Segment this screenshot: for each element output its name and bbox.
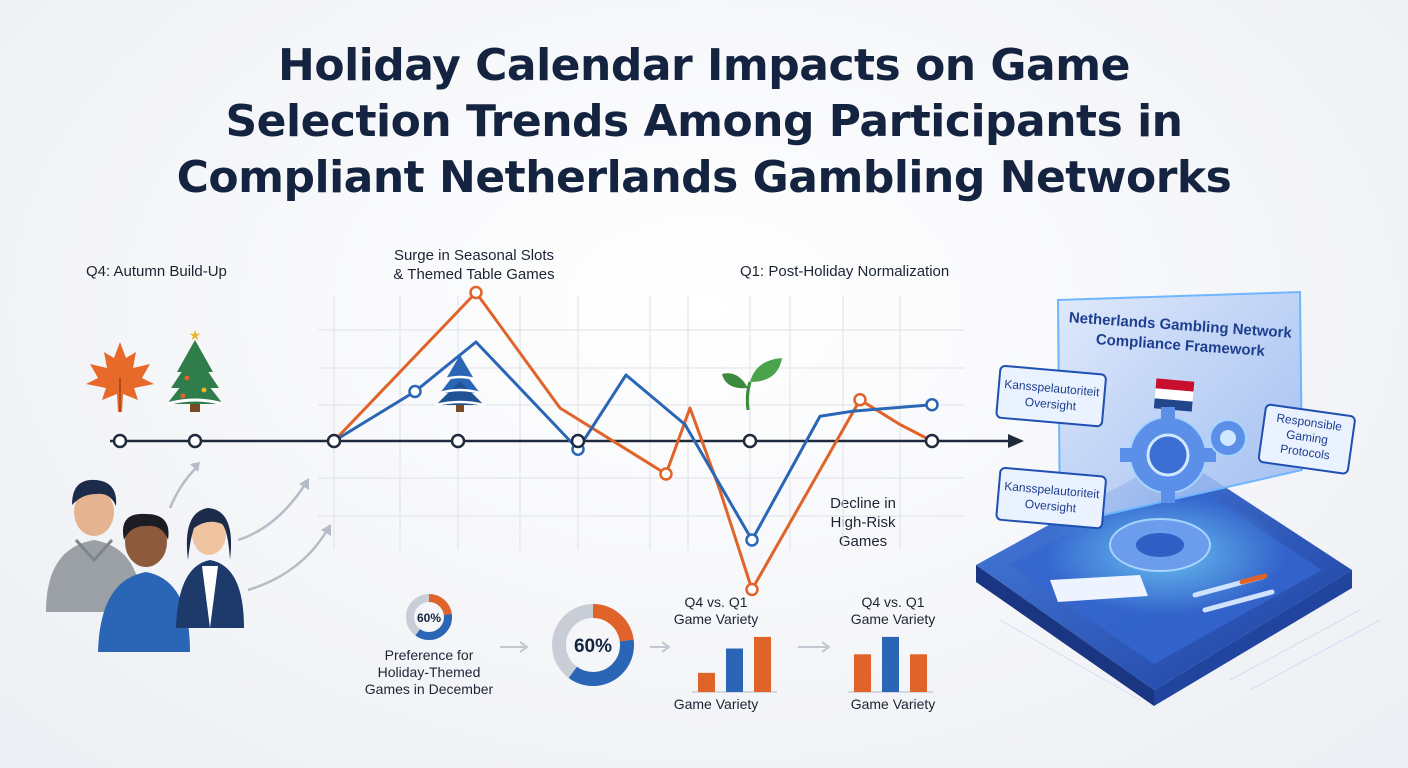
timeline-node bbox=[187, 433, 203, 449]
donut-large-value: 60% bbox=[574, 636, 612, 657]
decline-label-line-1: Decline in bbox=[830, 495, 896, 512]
series-1-point bbox=[745, 582, 759, 597]
arrow-to-node-2 bbox=[168, 467, 197, 509]
bar-chart-2-bar bbox=[882, 636, 899, 692]
card-2-line-2: Gaming bbox=[1285, 427, 1329, 447]
people-arrows bbox=[168, 462, 331, 592]
surge-label: Surge in Seasonal Slots & Themed Table G… bbox=[374, 246, 574, 284]
bar-chart-2-caption: Game Variety bbox=[850, 696, 936, 712]
timeline-node bbox=[326, 433, 342, 449]
bar-chart-1-bar bbox=[754, 636, 771, 692]
card-3-line-2: Oversight bbox=[1024, 497, 1077, 515]
card-1-line-2: Oversight bbox=[1024, 395, 1077, 413]
bar-chart-2-title-line-2: Game Variety bbox=[850, 611, 936, 627]
panel-card-responsible-gaming: Responsible Gaming Protocols bbox=[1257, 403, 1356, 475]
series-1-point bbox=[853, 393, 867, 407]
platform-side-right bbox=[1154, 570, 1352, 706]
arrow-to-node-3b bbox=[247, 531, 328, 592]
maple-leaf-icon bbox=[86, 342, 154, 412]
donut-large-value-arc bbox=[552, 604, 634, 686]
donut-small-caption-line-1: Preference for bbox=[384, 647, 474, 663]
donut-small-value: 60% bbox=[417, 611, 441, 625]
person-navy-blazer bbox=[176, 508, 244, 628]
gear-icon bbox=[1120, 407, 1216, 503]
title-line-3: Compliant Netherlands Gambling Networks bbox=[176, 152, 1232, 203]
bar-chart-1-title: Q4 vs. Q1 Game Variety bbox=[666, 594, 766, 628]
sprout-icon bbox=[722, 358, 782, 411]
surge-label-line-1: Surge in Seasonal Slots bbox=[393, 247, 555, 264]
bar-chart-2-title: Q4 vs. Q1 Game Variety bbox=[843, 594, 943, 628]
panel-card-oversight-2: Kansspelautoriteit Oversight bbox=[995, 466, 1107, 530]
series-line-2 bbox=[333, 340, 933, 542]
timeline-node bbox=[112, 433, 128, 449]
chart-grid bbox=[318, 296, 965, 550]
platform-input-box bbox=[1050, 575, 1148, 602]
bar-chart-1-title-line-1: Q4 vs. Q1 bbox=[684, 594, 748, 610]
bar-chart-1-title-line-2: Game Variety bbox=[673, 611, 759, 627]
timeline-arrowhead bbox=[1008, 434, 1024, 448]
title-line-2: Selection Trends Among Participants in bbox=[225, 96, 1183, 147]
page-title: Holiday Calendar Impacts on Game Selecti… bbox=[0, 38, 1408, 206]
donut-small-caption: Preference for Holiday-Themed Games in D… bbox=[344, 647, 514, 698]
title-line-1: Holiday Calendar Impacts on Game bbox=[278, 40, 1130, 91]
timeline-node bbox=[570, 433, 586, 449]
bar-chart-2-bar bbox=[854, 654, 871, 692]
svg-text:★: ★ bbox=[189, 328, 202, 344]
bar-chart-1-caption: Game Variety bbox=[673, 696, 759, 712]
flow-arrow-2 bbox=[650, 641, 671, 653]
series-1-point bbox=[469, 285, 483, 300]
surge-label-line-2: & Themed Table Games bbox=[393, 266, 555, 283]
timeline-node bbox=[742, 433, 758, 449]
panel-card-oversight-1: Kansspelautoriteit Oversight bbox=[995, 364, 1107, 428]
christmas-tree-icon: ★ bbox=[166, 328, 224, 412]
donut-small-caption-line-2: Holiday-Themed bbox=[377, 664, 481, 680]
person-blue-top bbox=[98, 513, 190, 652]
q1-label: Q1: Post-Holiday Normalization bbox=[740, 263, 950, 280]
arrow-to-node-3a bbox=[237, 485, 306, 542]
decline-label-line-2: High-Risk bbox=[830, 514, 896, 531]
decline-label-line-3: Games bbox=[838, 533, 888, 550]
bar-chart-1-bar bbox=[726, 648, 743, 692]
donut-large-accent-arc bbox=[552, 604, 634, 686]
netherlands-flag-icon bbox=[1153, 378, 1195, 412]
decline-label: Decline in High-Risk Games bbox=[808, 494, 918, 551]
donut-small-value-arc bbox=[406, 594, 452, 640]
snowy-tree-icon bbox=[435, 355, 485, 412]
bar-chart-1-bar bbox=[698, 672, 715, 692]
q4-label: Q4: Autumn Build-Up bbox=[86, 263, 227, 280]
series-layer bbox=[332, 285, 939, 597]
flow-arrow-3 bbox=[798, 641, 831, 653]
series-line-1 bbox=[332, 291, 933, 591]
donut-small-accent-arc bbox=[406, 594, 452, 640]
donut-small-caption-line-3: Games in December bbox=[364, 681, 494, 697]
timeline-axis bbox=[110, 434, 1024, 448]
gear-base-icon bbox=[1109, 518, 1211, 572]
timeline-nodes bbox=[112, 433, 940, 449]
flow-arrow-1 bbox=[500, 641, 529, 653]
timeline-node bbox=[450, 433, 466, 449]
platform-sliders bbox=[1192, 573, 1275, 613]
gear-small-icon bbox=[1209, 419, 1247, 457]
card-2-line-3: Protocols bbox=[1279, 442, 1330, 463]
timeline-node bbox=[924, 433, 940, 449]
series-2-point bbox=[408, 384, 422, 399]
series-2-point bbox=[745, 533, 759, 547]
series-1-point bbox=[659, 467, 673, 481]
platform-side-left bbox=[976, 565, 1154, 706]
series-2-point bbox=[925, 397, 939, 412]
bar-chart-2-bar bbox=[910, 654, 927, 692]
bar-chart-2-title-line-1: Q4 vs. Q1 bbox=[861, 594, 925, 610]
